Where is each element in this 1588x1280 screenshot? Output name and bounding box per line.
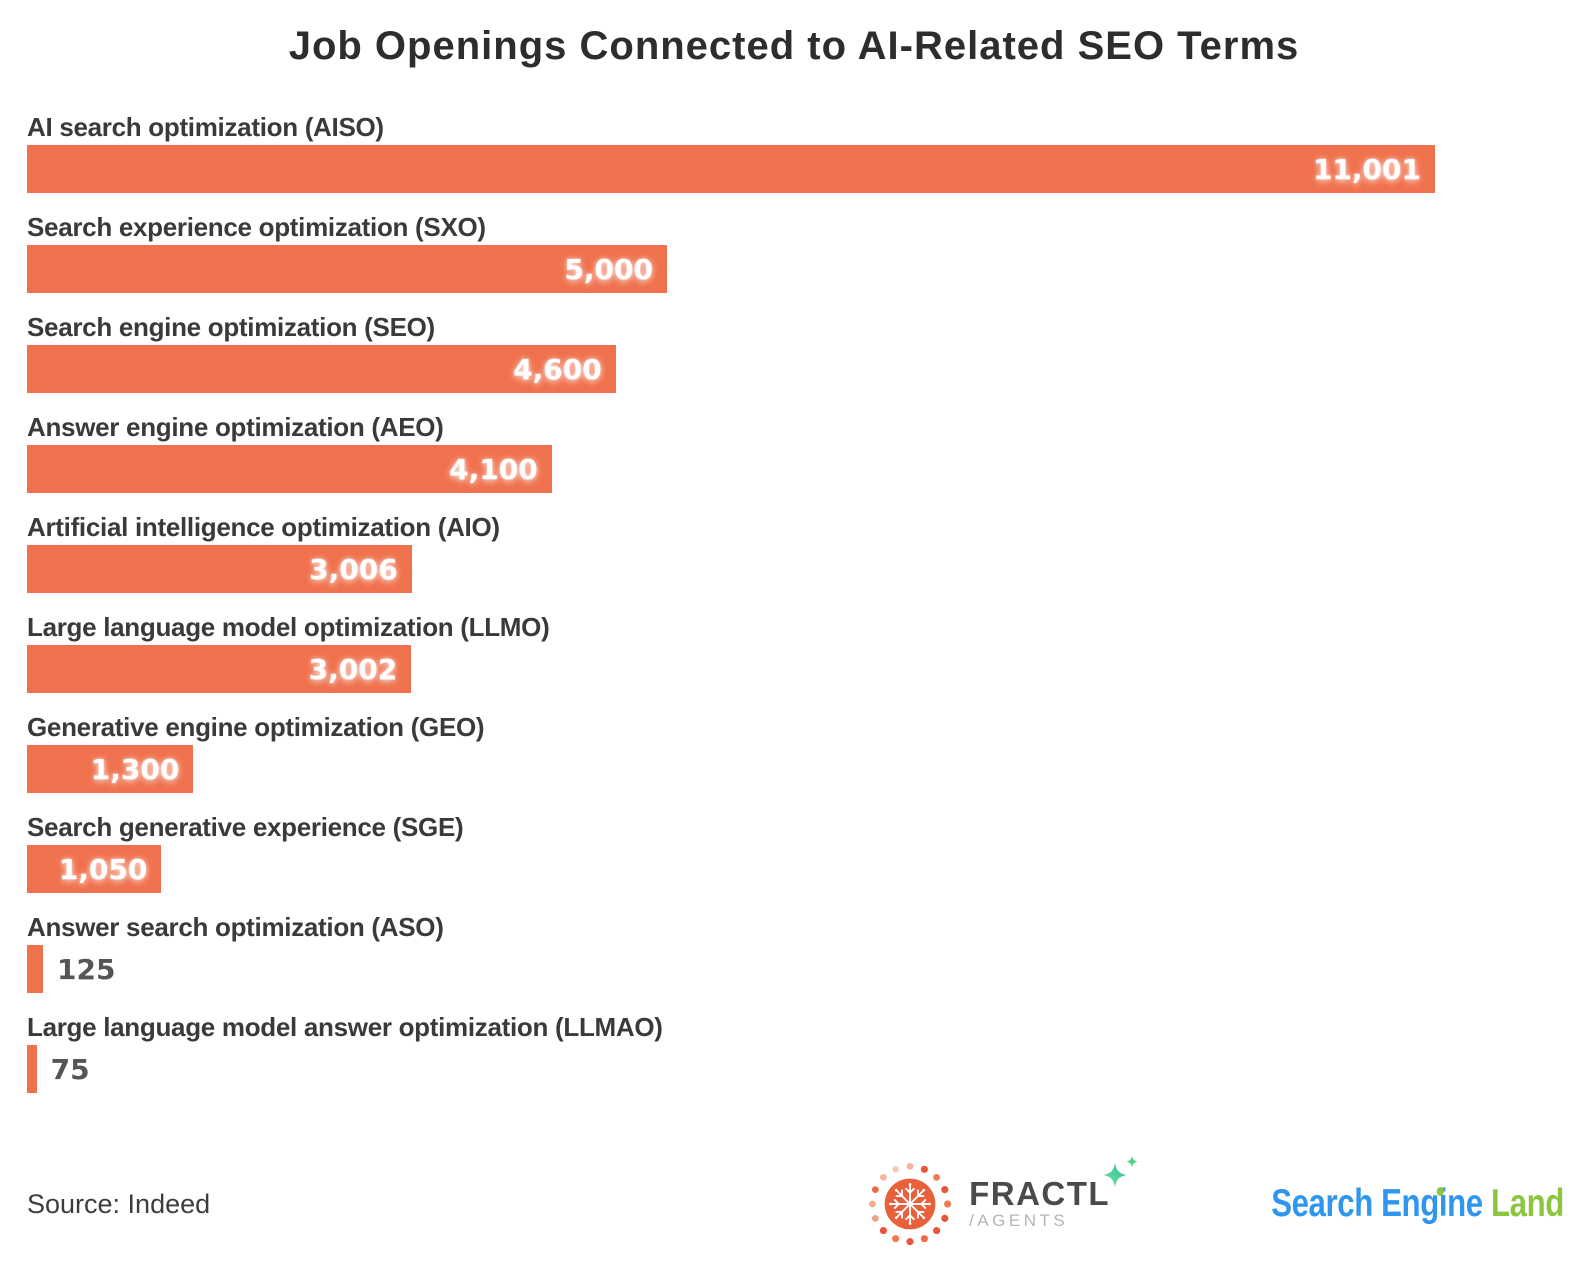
bar: 11,001	[27, 145, 1435, 193]
bar-row: Large language model optimization (LLMO)…	[27, 612, 1435, 693]
sel-i-dot-icon	[1436, 1187, 1445, 1196]
bar: 4,600	[27, 345, 616, 393]
sparkle-icon	[1103, 1156, 1138, 1187]
bar-label: Artificial intelligence optimization (AI…	[27, 512, 500, 542]
footer-logos: FRACTL /AGENTS Search Engine Land	[863, 1156, 1564, 1251]
fractl-burst-icon	[869, 1163, 952, 1246]
bar	[27, 945, 43, 993]
bar: 1,050	[27, 845, 162, 893]
bar-row: Answer search optimization (ASO) 125	[27, 912, 1435, 993]
bar-value: 1,300	[90, 752, 180, 786]
bar-value: 11,001	[1312, 152, 1421, 186]
bar-row: Answer engine optimization (AEO) 4,100	[27, 412, 1435, 493]
bar-row: AI search optimization (AISO) 11,001	[27, 112, 1435, 193]
bar-label: Large language model optimization (LLMO)	[27, 612, 550, 642]
bar-row: Search generative experience (SGE) 1,050	[27, 812, 1435, 893]
bar-label: Answer engine optimization (AEO)	[27, 412, 444, 442]
bar-label: Large language model answer optimization…	[27, 1012, 663, 1042]
bar-chart: AI search optimization (AISO) 11,001 Sea…	[27, 112, 1435, 1093]
bar-value: 3,006	[309, 552, 398, 586]
bar-row: Generative engine optimization (GEO) 1,3…	[27, 712, 1435, 793]
bar-track: 4,600	[27, 345, 1435, 393]
bar-value: 125	[56, 952, 116, 986]
fractl-name: FRACTL	[969, 1175, 1111, 1212]
bar-label: Search engine optimization (SEO)	[27, 312, 435, 342]
bar-track: 11,001	[27, 145, 1435, 193]
search-engine-land-logo: Search Engine Land	[1271, 1182, 1564, 1226]
sel-green-text: Land	[1491, 1182, 1564, 1225]
fractl-agents-label: /AGENTS	[969, 1211, 1069, 1230]
sel-space	[1483, 1182, 1491, 1225]
bar-track: 4,100	[27, 445, 1435, 493]
fractl-logo: FRACTL /AGENTS	[863, 1156, 1138, 1251]
bar-value: 75	[50, 1052, 90, 1086]
bar-track: 3,006	[27, 545, 1435, 593]
bar-row: Search engine optimization (SEO) 4,600	[27, 312, 1435, 393]
bar-track: 75	[27, 1045, 1435, 1093]
sel-blue-text: Search Engine	[1271, 1182, 1483, 1225]
bar-value: 1,050	[58, 852, 148, 886]
bar-value: 5,000	[564, 252, 653, 286]
bar-value: 4,600	[513, 352, 602, 386]
bar-track: 5,000	[27, 245, 1435, 293]
bar-row: Search experience optimization (SXO) 5,0…	[27, 212, 1435, 293]
bar-label: Answer search optimization (ASO)	[27, 912, 444, 942]
bar-label: AI search optimization (AISO)	[27, 112, 384, 142]
bar: 4,100	[27, 445, 552, 493]
fractl-wordmark: FRACTL /AGENTS	[969, 1156, 1138, 1231]
chart-title: Job Openings Connected to AI-Related SEO…	[288, 24, 1300, 68]
bar-value: 3,002	[308, 652, 398, 686]
bar: 1,300	[27, 745, 194, 793]
bar-track: 1,050	[27, 845, 1435, 893]
bar-row: Large language model answer optimization…	[27, 1012, 1435, 1093]
bar-value: 4,100	[449, 452, 538, 486]
bar-row: Artificial intelligence optimization (AI…	[27, 512, 1435, 593]
bar: 3,002	[27, 645, 412, 693]
bar: 3,006	[27, 545, 412, 593]
source-note: Source: Indeed	[27, 1188, 211, 1219]
bar	[27, 1045, 37, 1093]
bar-track: 1,300	[27, 745, 1435, 793]
bar-track: 3,002	[27, 645, 1435, 693]
bar-label: Search generative experience (SGE)	[27, 812, 464, 842]
bar-label: Generative engine optimization (GEO)	[27, 712, 485, 742]
bar-track: 125	[27, 945, 1435, 993]
bar-label: Search experience optimization (SXO)	[27, 212, 486, 242]
footer: Source: Indeed	[27, 1148, 1564, 1260]
bar: 5,000	[27, 245, 667, 293]
